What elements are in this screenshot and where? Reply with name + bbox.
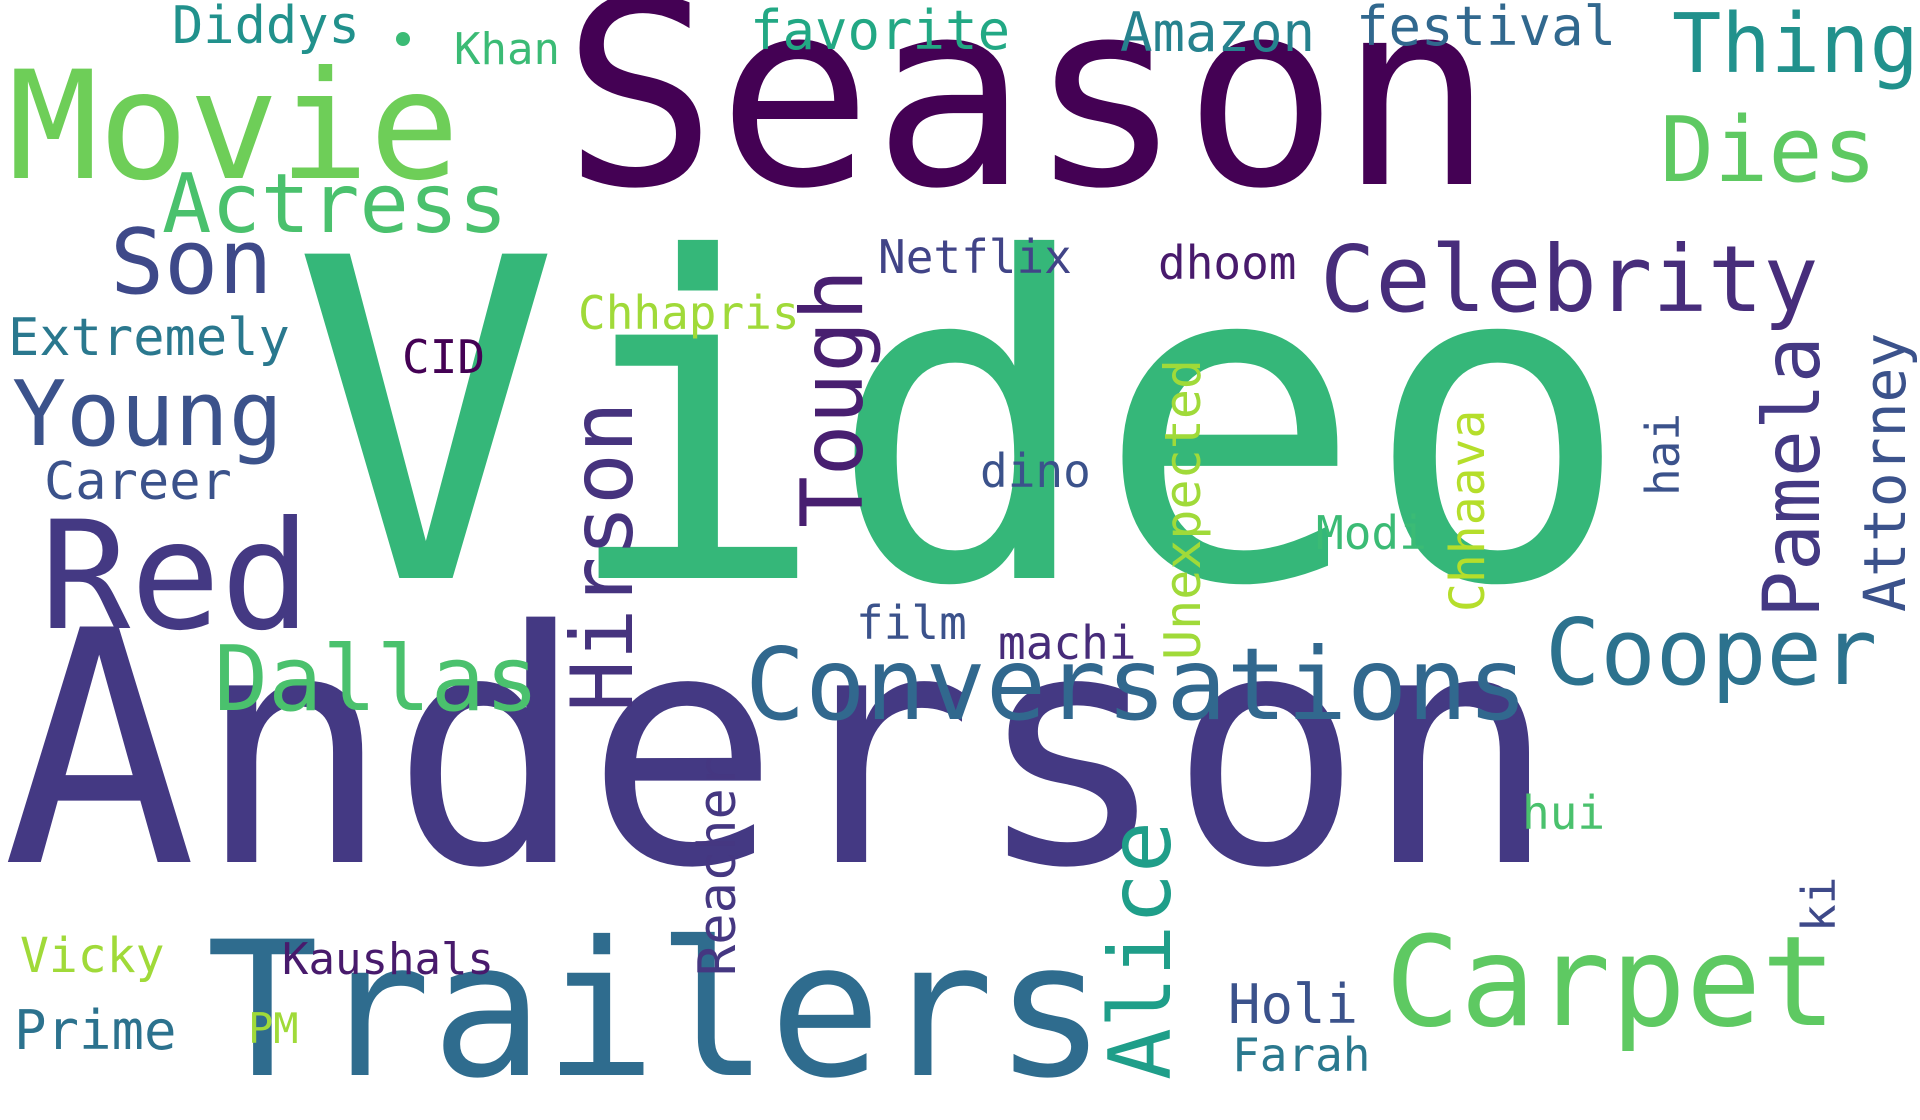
word-trailers: Trailers [206, 902, 1107, 1120]
word-young: Young [12, 362, 283, 467]
word-hirson: Hirson [553, 401, 653, 712]
word-amazon: Amazon [1120, 1, 1316, 64]
word-dhoom: dhoom [1158, 236, 1297, 290]
word-anderson: Anderson [2, 563, 1558, 939]
word-film: film [856, 596, 967, 650]
word-hai: hai [1636, 412, 1690, 496]
word-kaushals: Kaushals [282, 934, 494, 985]
word-prime: Prime [14, 999, 177, 1062]
word-dino: dino [980, 444, 1091, 498]
word-actress: Actress [162, 157, 508, 252]
word-thing: Thing [1672, 0, 1919, 92]
word-favorite: favorite [750, 0, 1011, 62]
dot-mark [396, 32, 410, 46]
word-pm: PM [248, 1004, 299, 1053]
word-unexpected: Unexpected [1154, 358, 1212, 660]
word-chhapris: Chhapris [578, 286, 800, 340]
word-modi: Modi [1316, 506, 1427, 560]
word-vicky: Vicky [20, 928, 165, 984]
word-alice: Alice [1091, 821, 1191, 1080]
word-holi: Holi [1228, 973, 1359, 1036]
word-son: Son [110, 210, 273, 315]
word-dallas: Dallas [214, 627, 540, 732]
word-extremely: Extremely [8, 308, 290, 368]
word-hui: hui [1522, 786, 1606, 840]
word-chhaava: Chhaava [1440, 409, 1496, 612]
word-ki: ki [1792, 876, 1846, 932]
word-conversations: Conversations [745, 626, 1528, 743]
word-video: Video [292, 165, 1632, 683]
word-pamela: Pamela [1748, 336, 1838, 618]
word-celebrity: Celebrity [1320, 226, 1819, 333]
word-khan: Khan [454, 24, 560, 75]
word-dies: Dies [1660, 98, 1877, 203]
word-attorney: Attorney [1851, 332, 1919, 612]
word-season: Season [562, 0, 1494, 245]
word-cid: CID [402, 330, 486, 384]
word-farah: Farah [1232, 1028, 1371, 1082]
word-diddys: Diddys [172, 0, 360, 56]
word-movie: Movie [8, 40, 460, 214]
word-career: Career [44, 452, 232, 512]
word-carpet: Carpet [1385, 910, 1837, 1055]
word-reacher: Reacher [688, 756, 748, 976]
word-netflix: Netflix [878, 230, 1072, 284]
word-cooper: Cooper [1545, 599, 1878, 706]
word-festival: festival [1356, 0, 1617, 58]
word-tough: Tough [783, 269, 883, 528]
word-machi: machi [998, 616, 1137, 670]
word-red: Red [40, 490, 311, 664]
